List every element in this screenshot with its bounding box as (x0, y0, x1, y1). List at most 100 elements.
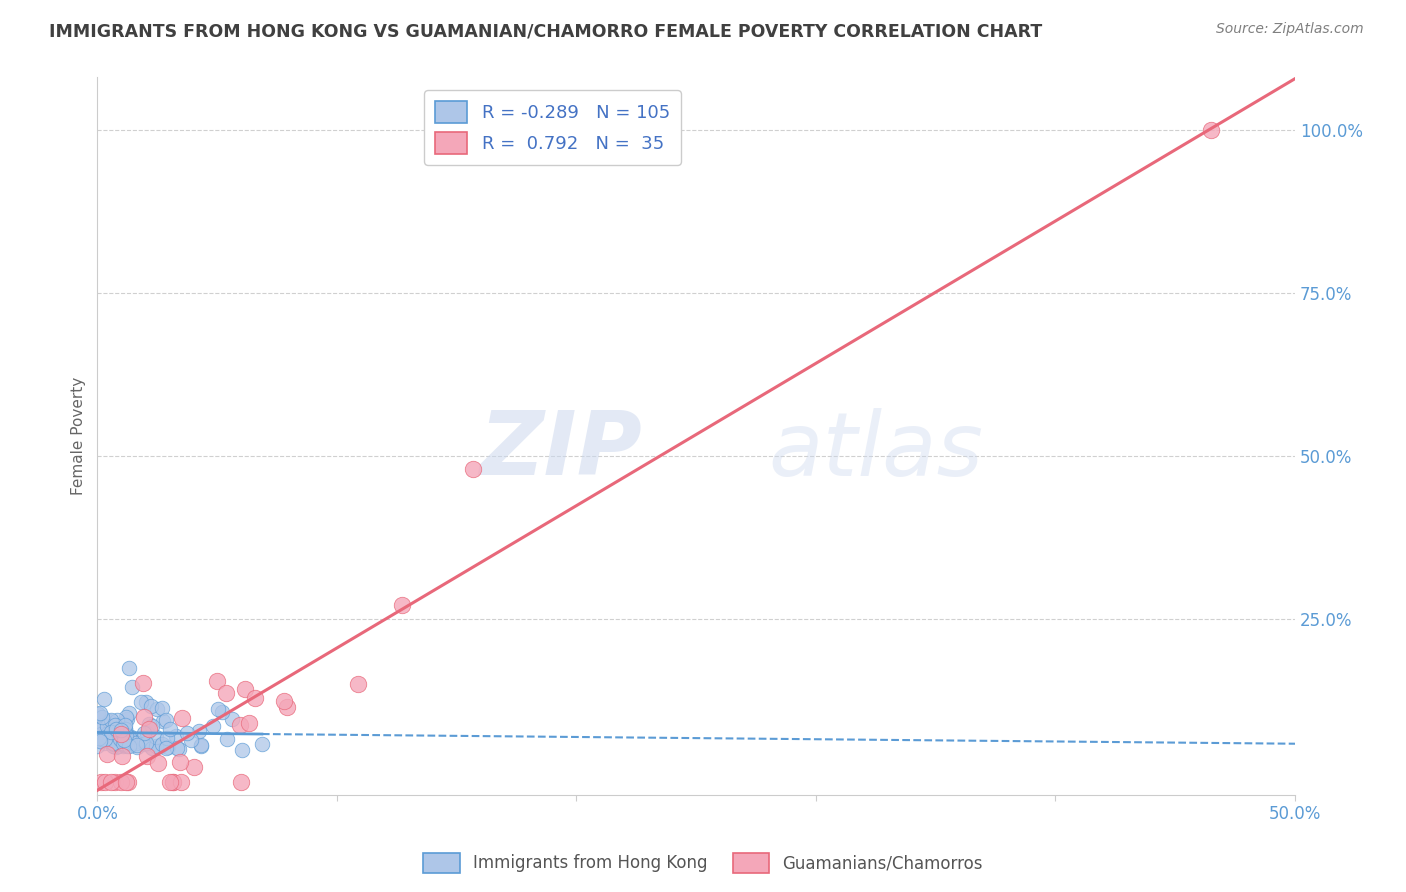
Point (97, 725, 120, 739)
Point (110, 727, 132, 741)
Legend: Immigrants from Hong Kong, Guamanians/Chamorros: Immigrants from Hong Kong, Guamanians/Ch… (416, 847, 990, 880)
Point (132, 726, 155, 740)
Point (90, 775, 112, 789)
Point (146, 756, 169, 771)
Point (162, 775, 184, 789)
Point (117, 775, 139, 789)
Point (89, 731, 111, 746)
Text: atlas: atlas (768, 408, 983, 493)
Point (150, 701, 173, 715)
Point (347, 677, 370, 691)
Point (110, 735, 132, 749)
Point (183, 760, 205, 774)
Point (112, 737, 135, 751)
Point (238, 715, 260, 730)
Point (110, 733, 132, 747)
Point (93, 733, 115, 747)
Point (105, 739, 128, 753)
Point (118, 706, 141, 721)
Point (221, 712, 243, 726)
Point (231, 743, 253, 757)
Point (96, 719, 118, 733)
Point (180, 733, 202, 747)
Point (145, 730, 167, 744)
Point (93, 736, 115, 750)
Point (229, 775, 252, 789)
Point (118, 660, 141, 674)
Point (141, 719, 163, 733)
Point (107, 737, 129, 751)
Point (134, 738, 156, 752)
Point (115, 710, 138, 724)
Point (101, 736, 124, 750)
Point (273, 694, 295, 708)
Point (156, 739, 179, 754)
Point (118, 739, 141, 753)
Text: ZIP: ZIP (479, 407, 643, 494)
Point (132, 710, 155, 724)
Point (103, 739, 125, 754)
Point (93, 732, 115, 747)
Point (111, 748, 134, 763)
Point (114, 722, 136, 736)
Point (110, 723, 132, 737)
Point (100, 725, 122, 739)
Point (159, 775, 181, 789)
Point (1199, 122, 1222, 136)
Point (150, 738, 173, 752)
Point (90, 710, 112, 724)
Point (125, 740, 148, 755)
Text: IMMIGRANTS FROM HONG KONG VS GUAMANIAN/CHAMORRO FEMALE POVERTY CORRELATION CHART: IMMIGRANTS FROM HONG KONG VS GUAMANIAN/C… (49, 22, 1042, 40)
Point (250, 737, 273, 751)
Point (112, 732, 135, 747)
Point (117, 739, 139, 754)
Point (100, 713, 122, 727)
Point (104, 775, 127, 789)
Point (135, 726, 157, 740)
Point (155, 713, 177, 727)
Point (135, 695, 157, 709)
Point (100, 724, 122, 739)
Point (111, 716, 134, 731)
Point (243, 691, 266, 706)
Point (94, 775, 117, 789)
Point (118, 731, 141, 745)
Point (90, 718, 112, 732)
Point (276, 700, 298, 714)
Point (215, 731, 238, 746)
Point (188, 723, 211, 738)
Point (145, 739, 167, 753)
Point (233, 681, 256, 696)
Point (89, 733, 111, 747)
Point (211, 705, 233, 719)
Point (112, 738, 135, 752)
Point (103, 731, 125, 745)
Point (155, 740, 177, 755)
Point (169, 755, 191, 769)
Point (115, 775, 138, 789)
Point (176, 725, 198, 739)
Point (112, 737, 135, 751)
Point (115, 712, 138, 726)
Point (94, 732, 117, 747)
Point (93, 691, 115, 706)
Point (110, 775, 132, 789)
Point (167, 742, 190, 756)
Point (114, 731, 136, 745)
Point (135, 749, 157, 764)
Y-axis label: Female Poverty: Female Poverty (72, 377, 86, 495)
Point (207, 702, 229, 716)
Point (97, 734, 120, 748)
Point (121, 680, 143, 694)
Point (149, 739, 172, 753)
Point (165, 729, 187, 743)
Point (125, 735, 148, 749)
Point (101, 738, 124, 752)
Point (89, 706, 111, 720)
Point (132, 733, 155, 747)
Point (110, 732, 132, 747)
Point (94, 731, 117, 745)
Point (391, 598, 413, 612)
Point (162, 775, 184, 789)
Point (190, 739, 212, 754)
